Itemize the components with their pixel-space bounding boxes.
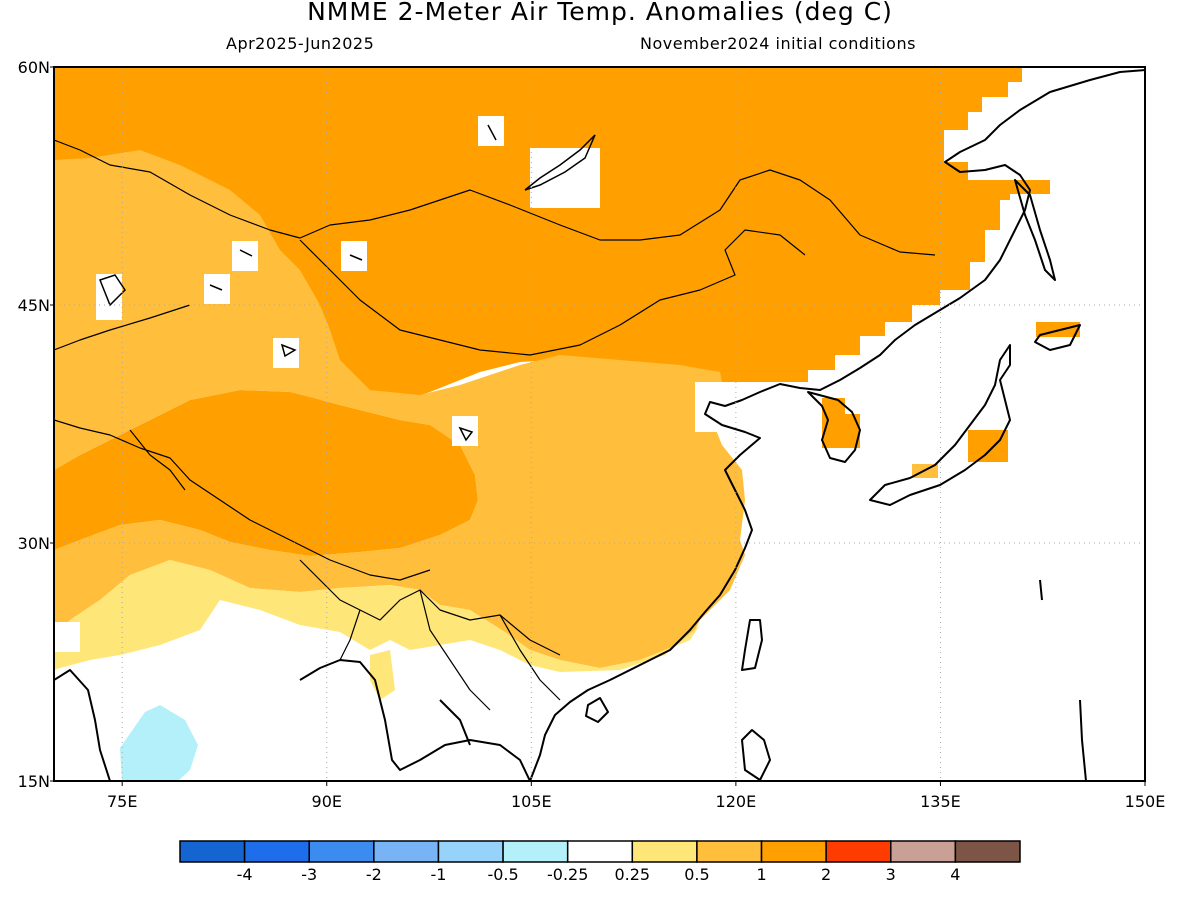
anomaly-region-minus0.5-to-minus0.25 xyxy=(120,705,198,781)
lon-tick-label: 135E xyxy=(920,792,961,811)
colorbar-label: -4 xyxy=(237,865,253,884)
colorbar-swatch xyxy=(179,840,246,863)
lat-tick-label: 60N xyxy=(18,58,50,77)
lon-tick-label: 90E xyxy=(312,792,342,811)
lon-tick-label: 120E xyxy=(716,792,757,811)
shaded-anomaly-field xyxy=(54,67,1145,781)
map-title: NMME 2-Meter Air Temp. Anomalies (deg C) xyxy=(307,0,893,26)
lat-tick-label: 30N xyxy=(18,534,50,553)
anomaly-patch-korea xyxy=(822,398,860,448)
colorbar-label: -0.25 xyxy=(547,865,588,884)
colorbar-label: 3 xyxy=(886,865,896,884)
lat-tick-label: 15N xyxy=(18,772,50,791)
colorbar-swatch xyxy=(437,840,504,863)
colorbar-swatch xyxy=(954,840,1021,863)
colorbar-label: -1 xyxy=(430,865,446,884)
map-frame xyxy=(53,66,1146,782)
colorbar-label: 1 xyxy=(756,865,766,884)
colorbar-label: 0.25 xyxy=(614,865,650,884)
colorbar-label: 4 xyxy=(950,865,960,884)
colorbar-swatch xyxy=(243,840,310,863)
colorbar-swatch xyxy=(308,840,375,863)
anomaly-region-1-to-2-tibet xyxy=(54,390,478,556)
coastlines xyxy=(54,69,1145,781)
colorbar-label: -3 xyxy=(301,865,317,884)
lakes xyxy=(99,124,596,442)
forecast-period: Apr2025-Jun2025 xyxy=(226,34,375,53)
initial-conditions: November2024 initial conditions xyxy=(640,34,916,53)
lon-tick-label: 75E xyxy=(107,792,137,811)
colorbar-swatch xyxy=(825,840,892,863)
anomaly-region-0.25-to-0.5 xyxy=(54,560,700,672)
colorbar-label: -2 xyxy=(366,865,382,884)
lat-tick-label: 45N xyxy=(18,296,50,315)
colorbar: -4 -3 -2 -1 -0.5 -0.25 0.25 0.5 1 2 3 4 xyxy=(179,840,1021,884)
graticule xyxy=(54,67,1145,781)
lon-tick-label: 105E xyxy=(511,792,552,811)
colorbar-swatch xyxy=(373,840,440,863)
colorbar-swatch xyxy=(566,840,634,863)
lon-tick-label: 150E xyxy=(1125,792,1166,811)
axis-labels: 60N 45N 30N 15N 75E 90E 105E 120E 135E 150E xyxy=(18,58,1166,811)
anomaly-patch-honshu xyxy=(968,430,1008,462)
colorbar-swatch xyxy=(696,840,763,863)
colorbar-label: 0.5 xyxy=(684,865,709,884)
colorbar-swatch xyxy=(760,840,827,863)
colorbar-swatch xyxy=(631,840,698,863)
country-borders xyxy=(54,139,936,711)
colorbar-label: 2 xyxy=(821,865,831,884)
colorbar-swatch xyxy=(890,840,957,863)
colorbar-swatch xyxy=(502,840,569,863)
colorbar-label: -0.5 xyxy=(487,865,518,884)
